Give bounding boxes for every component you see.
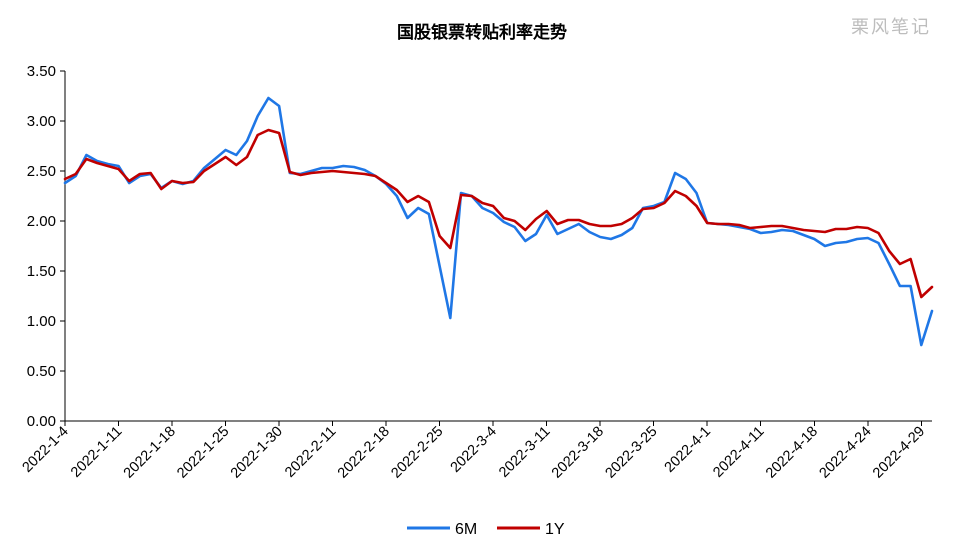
x-tick-label: 2022-2-11	[282, 424, 339, 481]
watermark: 栗风笔记	[851, 17, 931, 38]
legend-label-6m: 6M	[455, 521, 477, 538]
x-tick-label: 2022-2-18	[335, 424, 393, 482]
x-tick-label: 2022-4-24	[817, 424, 875, 482]
y-tick-label: 1.00	[27, 313, 56, 330]
x-tick-label: 2022-2-25	[388, 424, 446, 482]
x-tick-label: 2022-3-4	[448, 424, 500, 476]
x-tick-label: 2022-3-11	[496, 424, 553, 481]
series-line-1y	[63, 128, 934, 299]
y-tick-label: 3.50	[27, 63, 56, 80]
x-tick-label: 2022-1-25	[174, 424, 232, 482]
x-axis: 2022-1-42022-1-112022-1-182022-1-252022-…	[19, 420, 932, 482]
x-tick-label: 2022-1-18	[121, 424, 179, 482]
x-tick-label: 2022-1-11	[68, 424, 125, 481]
y-tick-label: 2.00	[27, 213, 56, 230]
x-tick-label: 2022-1-30	[228, 424, 286, 482]
x-tick-label: 2022-3-18	[549, 424, 607, 482]
x-tick-label: 2022-3-25	[602, 424, 660, 482]
x-tick-label: 2022-4-1	[662, 424, 714, 476]
y-tick-label: 0.00	[27, 413, 56, 430]
y-axis: 0.00 0.50 1.00 1.50 2.00 2.50 3.00 3.50	[27, 63, 66, 430]
y-tick-label: 3.00	[27, 113, 56, 130]
x-tick-label: 2022-4-11	[710, 424, 767, 481]
legend-label-1y: 1Y	[545, 521, 565, 538]
x-tick-label: 2022-1-4	[19, 424, 71, 476]
series-line-6m	[63, 96, 934, 347]
chart-title: 国股银票转贴利率走势	[397, 22, 567, 43]
y-tick-label: 0.50	[27, 363, 56, 380]
x-tick-label: 2022-4-18	[763, 424, 821, 482]
y-tick-label: 2.50	[27, 163, 56, 180]
y-tick-label: 1.50	[27, 263, 56, 280]
series-layer	[63, 96, 934, 347]
x-tick-label: 2022-4-29	[870, 424, 928, 482]
legend: 6M 1Y	[407, 521, 565, 538]
